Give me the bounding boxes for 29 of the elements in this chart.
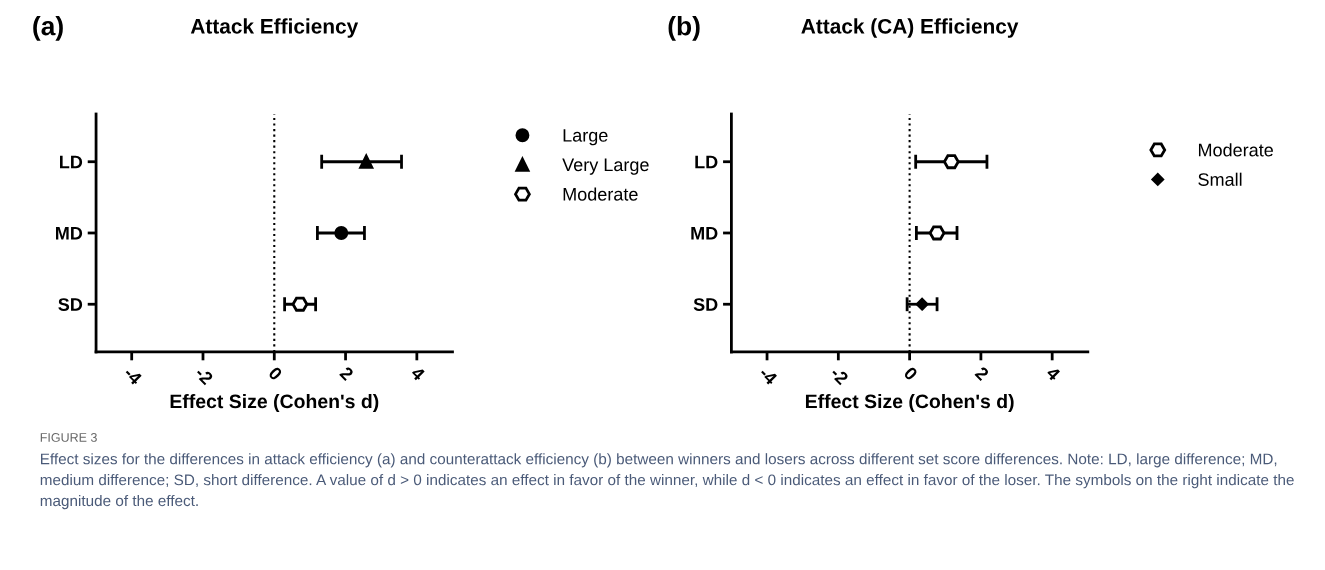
text: (b): [668, 16, 700, 41]
x-tick-label: -4: [123, 366, 143, 386]
legend-label: Moderate: [563, 187, 638, 201]
caption: FIGURE 3: [40, 433, 97, 442]
text: Effect sizes for the differences in attack efficiency (a) and counterattack efficiency (b) between winners and losers across different set score differences. Note: LD, large difference; MD, medium difference; SD, short difference. A value of d > 0 indicates an effect in favor of the winner, while d < 0 indicates an effect in favor of the loser. The symbols on the right indicate the magnitude of the effect.: [40, 453, 1294, 510]
x-tick-label: 0: [903, 366, 919, 382]
legend-label: Large: [563, 129, 608, 146]
y-tick-label: MD: [56, 227, 83, 240]
x-axis-title: Effect Size (Cohen's d): [805, 393, 1014, 413]
x-tick-label: 4: [1045, 365, 1062, 382]
x-tick-label: 2: [339, 365, 355, 382]
x-tick-label: -2: [194, 366, 214, 386]
legend-label: Small: [1198, 172, 1242, 186]
chart-title: Attack (CA) Efficiency: [801, 18, 1019, 38]
x-tick-label: -4: [758, 366, 779, 386]
x-axis-title: Effect Size (Cohen's d): [170, 393, 379, 413]
y-tick-label: LD: [60, 155, 83, 169]
y-tick-label: MD: [691, 227, 718, 240]
legend-label: Moderate: [1198, 143, 1273, 157]
x-tick-label: 0: [267, 366, 283, 382]
x-tick-label: 2: [974, 365, 990, 382]
chart-title: Attack Efficiency: [190, 18, 359, 38]
y-tick-label: SD: [58, 298, 83, 311]
x-tick-label: -2: [829, 366, 850, 386]
legend-label: Very Large: [562, 158, 649, 175]
y-tick-label: SD: [693, 298, 718, 311]
y-tick-label: LD: [695, 155, 718, 169]
x-tick-label: 4: [410, 365, 426, 382]
text: (a): [33, 16, 63, 41]
